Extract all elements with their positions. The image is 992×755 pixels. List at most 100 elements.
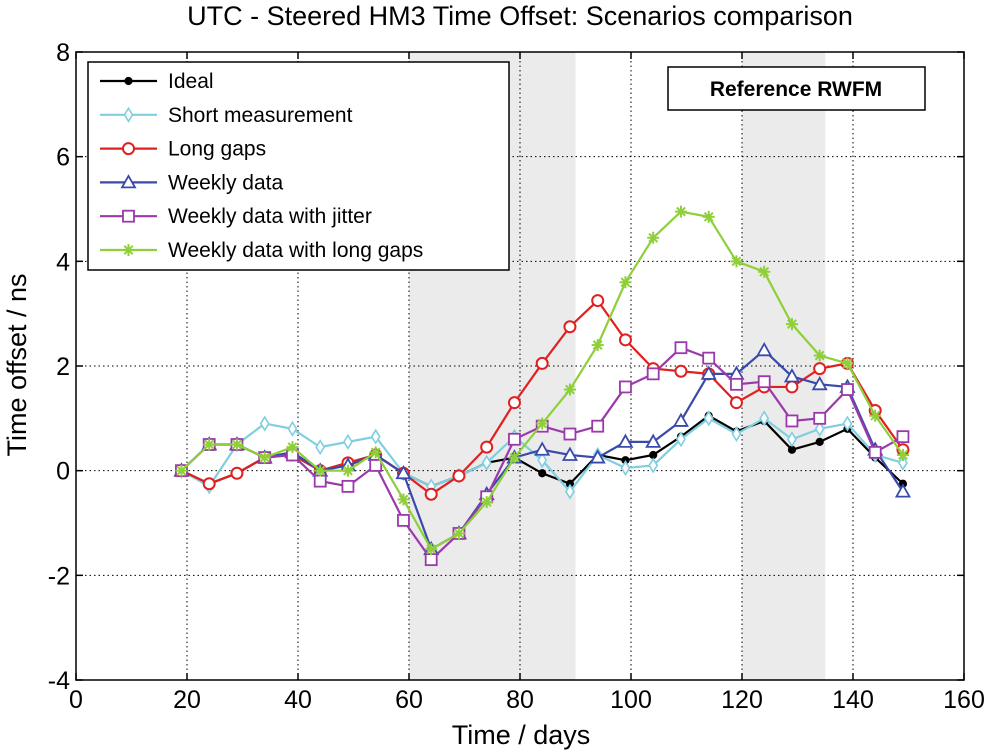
legend-swatch-marker: [122, 209, 135, 223]
data-point-ideal: [815, 437, 824, 446]
star-stroke: [454, 528, 464, 539]
star-stroke: [870, 410, 881, 421]
data-point-long-gaps: [230, 466, 244, 480]
series-lines: [173, 205, 911, 567]
star-stroke: [426, 544, 437, 555]
star-stroke: [232, 439, 242, 450]
star-stroke: [787, 319, 797, 330]
data-point-short-measurement: [759, 410, 770, 427]
data-point-weekly-data-with-jitter: [563, 427, 577, 441]
x-tick-label: 120: [721, 686, 763, 714]
data-point-weekly-data-with-jitter: [841, 383, 854, 396]
star-stroke: [176, 465, 187, 476]
data-point-short-measurement: [259, 415, 270, 432]
data-point-weekly-data-with-jitter: [785, 414, 799, 428]
data-point-long-gaps: [591, 294, 605, 308]
legend-label: Long gaps: [168, 138, 266, 161]
series-weekly-data-with-long-gaps: [175, 205, 909, 556]
axis-ticks: 0 20 40 60 80 100 120 140 160 -4 -2 0 2 4 6 8: [48, 39, 985, 714]
legend-item-short-measurement: Short measurement: [100, 104, 353, 127]
star-stroke: [370, 447, 381, 458]
legend-item-weekly-data-with-long-gaps: Weekly data with long gaps: [100, 239, 423, 262]
star-stroke: [315, 465, 326, 476]
data-point-weekly-data-with-long-gaps: [619, 276, 632, 289]
data-point-weekly-data: [811, 375, 828, 391]
data-point-weekly-data-with-long-gaps: [369, 446, 382, 459]
data-point-weekly-data: [617, 433, 634, 448]
data-point-weekly-data-with-long-gaps: [647, 231, 660, 244]
data-point-long-gaps: [507, 396, 521, 410]
data-point-weekly-data: [783, 368, 800, 383]
data-point-weekly-data-with-long-gaps: [869, 409, 882, 422]
data-point-short-measurement: [648, 457, 659, 474]
y-axis-title: Time offset / ns: [2, 273, 32, 456]
x-tick-label: 40: [284, 686, 312, 714]
data-point-short-measurement: [481, 454, 492, 471]
y-tick-label: 6: [56, 144, 70, 172]
star-stroke: [898, 450, 908, 460]
data-point-weekly-data-with-jitter: [619, 380, 632, 394]
x-tick-label: 20: [173, 686, 201, 714]
data-point-short-measurement: [814, 420, 825, 437]
data-point-short-measurement: [620, 460, 631, 477]
data-point-weekly-data-with-jitter: [896, 430, 910, 444]
data-point-weekly-data: [700, 365, 717, 380]
star-stroke: [259, 452, 270, 463]
data-point-short-measurement: [370, 428, 381, 445]
data-point-short-measurement: [676, 431, 686, 448]
data-point-weekly-data-with-long-gaps: [813, 349, 826, 362]
y-tick-label: -2: [48, 562, 70, 590]
star-stroke: [123, 245, 134, 255]
data-point-weekly-data-with-long-gaps: [480, 496, 493, 509]
x-tick-label: 60: [395, 686, 423, 714]
data-point-weekly-data-with-jitter: [868, 445, 882, 459]
legend-label: Weekly data with jitter: [168, 205, 372, 228]
legend-label: Ideal: [168, 70, 214, 93]
x-tick-label: 80: [506, 686, 534, 714]
data-point-weekly-data-with-jitter: [702, 351, 716, 365]
x-axis-title: Time / days: [452, 720, 591, 750]
data-point-weekly-data-with-long-gaps: [314, 464, 327, 477]
data-point-long-gaps: [729, 396, 743, 410]
star-stroke: [537, 418, 548, 429]
star-stroke: [481, 497, 492, 507]
data-point-short-measurement: [703, 410, 714, 427]
star-stroke: [759, 266, 770, 277]
y-tick-label: -4: [48, 667, 70, 695]
data-point-weekly-data-with-jitter: [757, 375, 771, 389]
star-stroke: [676, 206, 686, 217]
data-point-weekly-data-with-long-gaps: [230, 438, 243, 451]
annotation-box: Reference RWFM: [667, 66, 926, 111]
x-tick-label: 160: [943, 686, 985, 714]
star-stroke: [287, 442, 298, 453]
data-point-long-gaps: [563, 320, 577, 334]
legend-label: Weekly data with long gaps: [168, 239, 423, 262]
data-point-weekly-data-with-long-gaps: [286, 441, 299, 454]
data-point-weekly-data: [672, 412, 689, 427]
data-point-weekly-data: [756, 341, 773, 357]
data-point-weekly-data-with-jitter: [646, 367, 660, 381]
data-point-weekly-data-with-long-gaps: [258, 451, 271, 464]
data-point-weekly-data-with-jitter: [369, 459, 383, 472]
legend-swatch-marker: [120, 174, 137, 189]
x-tick-label: 140: [832, 686, 874, 714]
data-point-weekly-data-with-long-gaps: [758, 265, 771, 278]
y-tick-label: 0: [56, 458, 70, 486]
star-stroke: [592, 340, 603, 350]
data-point-weekly-data-with-long-gaps: [425, 543, 438, 556]
legend-item-weekly-data: Weekly data: [100, 171, 283, 194]
data-point-short-measurement: [565, 483, 575, 500]
star-stroke: [398, 494, 409, 505]
data-point-long-gaps: [785, 380, 799, 394]
data-point-weekly-data-with-jitter: [674, 341, 688, 355]
data-point-weekly-data-with-long-gaps: [341, 464, 354, 477]
data-point-weekly-data-with-long-gaps: [730, 255, 743, 268]
data-point-weekly-data-with-long-gaps: [896, 448, 909, 461]
legend-item-ideal: Ideal: [100, 70, 214, 93]
data-point-weekly-data-with-long-gaps: [591, 339, 604, 352]
data-point-weekly-data-with-jitter: [591, 419, 605, 433]
y-tick-label: 4: [56, 248, 70, 276]
data-point-short-measurement: [315, 439, 326, 456]
data-point-short-measurement: [343, 433, 353, 450]
